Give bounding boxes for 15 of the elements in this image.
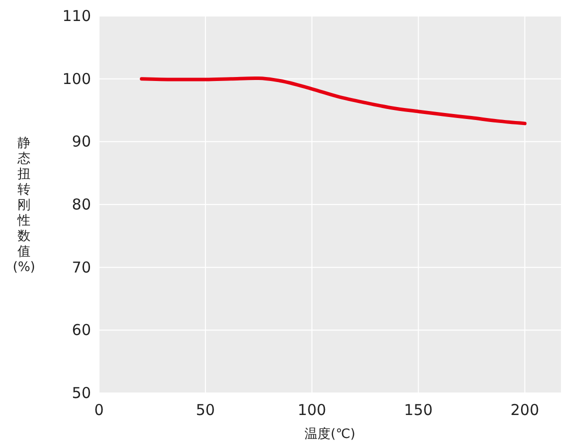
y-tick-label: 80 bbox=[72, 196, 91, 214]
y-tick-label: 110 bbox=[62, 7, 91, 25]
y-tick-label: 90 bbox=[72, 132, 91, 151]
x-axis-title: 温度(℃) bbox=[304, 426, 356, 442]
y-tick-label: 70 bbox=[72, 258, 91, 276]
x-tick-label: 200 bbox=[510, 401, 540, 419]
x-tick-label: 50 bbox=[196, 401, 215, 419]
y-tick-label: 60 bbox=[72, 321, 91, 340]
y-tick-label: 50 bbox=[72, 384, 91, 402]
y-tick-label: 100 bbox=[62, 70, 91, 88]
line-series bbox=[140, 76, 527, 126]
x-tick-label: 150 bbox=[404, 401, 433, 419]
text: 静态扭转刚性数值(%) bbox=[12, 136, 36, 275]
x-tick-label: 100 bbox=[298, 401, 326, 419]
x-tick-label: 0 bbox=[94, 401, 104, 419]
